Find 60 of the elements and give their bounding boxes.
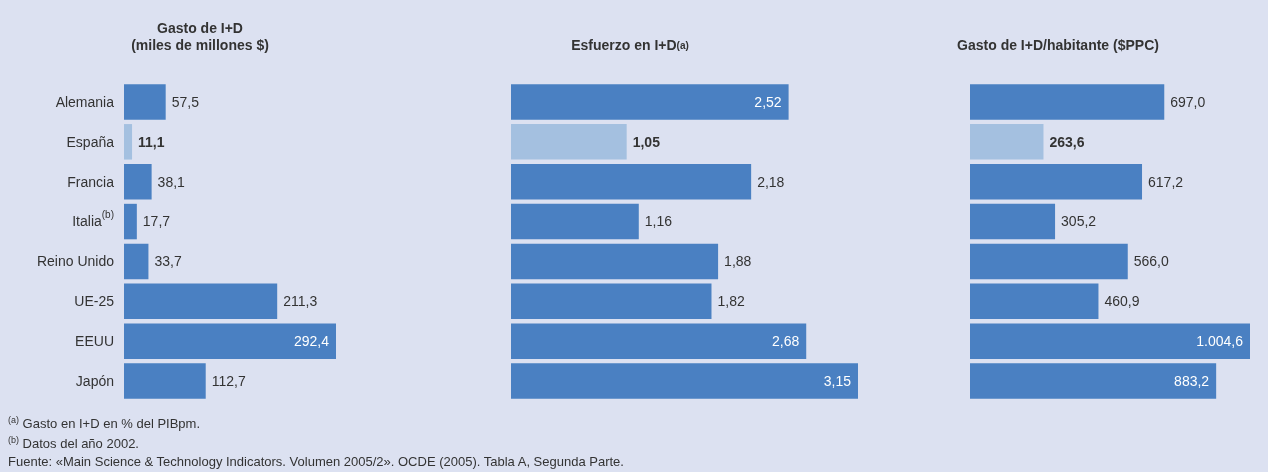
source-note: Fuente: «Main Science & Technology Indicators. Volumen 2005/2». OCDE (2005). Tabla A, Segunda Parte.	[8, 452, 624, 470]
bar	[511, 323, 807, 359]
data-label: 2,52	[754, 93, 782, 110]
text: $^{(b)}$ Datos del año 2002.	[8, 434, 140, 453]
data-label: 1,05	[632, 133, 661, 150]
data-label: 2,68	[771, 333, 800, 350]
y-tick-label: Japón	[75, 372, 115, 389]
bar	[970, 363, 1217, 399]
chart-title: Gasto de I+D (miles de millones $)	[130, 19, 270, 54]
bar	[124, 124, 133, 160]
data-label: 57,5	[171, 93, 200, 110]
data-label: 3,15	[823, 372, 852, 389]
y-tick-label: EEUU	[75, 333, 115, 350]
y-tick-label: Francia	[67, 173, 115, 190]
bar	[124, 163, 152, 200]
y-tick-label: España	[66, 133, 115, 150]
bar	[970, 163, 1143, 200]
bar	[970, 124, 1044, 160]
data-label: 33,7	[154, 253, 182, 270]
data-label: 566,0	[1133, 253, 1169, 270]
bar	[511, 163, 752, 200]
data-label: 1,16	[644, 213, 673, 230]
bar	[511, 84, 789, 120]
data-label: 1,88	[724, 253, 752, 270]
data-label: 11,1	[138, 133, 165, 150]
bar	[970, 203, 1056, 240]
y-tick-label: UE-25	[74, 293, 115, 310]
data-label: 263,6	[1049, 133, 1085, 150]
bar	[511, 124, 627, 160]
bar	[124, 323, 336, 359]
chart-title: Gasto de I+D/habitante ($PPC)	[956, 36, 1160, 54]
bar	[511, 203, 639, 240]
data-label: 305,2	[1061, 213, 1097, 230]
bar	[511, 363, 858, 399]
data-label: 17,7	[142, 213, 171, 230]
y-tick-label: Reino Unido	[36, 253, 115, 270]
bar	[124, 84, 166, 120]
data-label: 292,4	[293, 333, 330, 350]
bar	[124, 243, 149, 280]
bar	[124, 283, 278, 320]
y-tick-label: Alemania	[55, 93, 115, 110]
bar	[511, 243, 719, 280]
bar	[970, 323, 1250, 359]
data-label: 883,2	[1174, 372, 1210, 389]
data-label: 112,7	[211, 372, 246, 389]
data-label: 211,3	[283, 293, 318, 310]
bar	[124, 363, 206, 399]
data-label: 697,0	[1170, 93, 1206, 110]
bar	[970, 84, 1165, 120]
data-label: 460,9	[1104, 293, 1140, 310]
bar	[970, 283, 1099, 320]
bar	[124, 203, 137, 240]
data-label: 617,2	[1148, 173, 1184, 190]
data-label: 38,1	[157, 173, 186, 190]
bar	[970, 243, 1128, 280]
data-label: 1.004,6	[1196, 333, 1244, 350]
data-label: 2,18	[757, 173, 785, 190]
data-label: 1,82	[717, 293, 745, 310]
bar	[511, 283, 712, 320]
text: $^{(a)}$ Gasto en I+D en % del PIBpm.	[8, 414, 201, 433]
